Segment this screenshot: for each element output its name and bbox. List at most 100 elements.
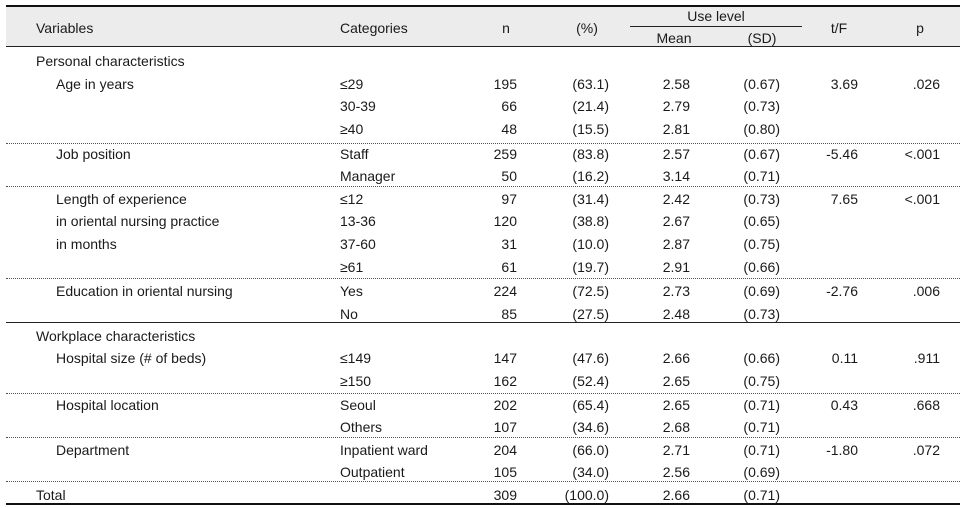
cell-mean: 2.65 (662, 373, 690, 389)
cell-sd: (0.69) (743, 283, 780, 299)
cell-sd: (0.71) (743, 442, 780, 458)
cell-category: ≥40 (340, 121, 364, 137)
cell-tf: 0.11 (831, 350, 858, 366)
header-variables: Variables (36, 20, 94, 36)
cell-mean: 2.81 (662, 121, 690, 137)
cell-category: ≥150 (340, 373, 372, 389)
cell-p: .668 (912, 397, 940, 413)
cell-p: .006 (912, 283, 940, 299)
cell-mean: 2.42 (662, 191, 690, 207)
cell-p: <.001 (904, 146, 940, 162)
cell-category: ≤149 (340, 350, 372, 366)
cell-n: 147 (493, 350, 517, 366)
cell-percent: (52.4) (572, 373, 609, 389)
cell-percent: (83.8) (572, 146, 609, 162)
row-separator (6, 278, 960, 279)
cell-sd: (0.66) (743, 350, 780, 366)
cell-n: 204 (493, 442, 517, 458)
cell-variable: Total (36, 487, 66, 503)
cell-percent: (100.0) (564, 487, 609, 503)
cell-category: ≤12 (340, 191, 364, 207)
cell-tf: 7.65 (830, 191, 858, 207)
cell-mean: 2.87 (662, 236, 690, 252)
cell-category: No (340, 306, 358, 322)
cell-category: Manager (340, 168, 396, 184)
cell-sd: (0.67) (743, 146, 780, 162)
cell-mean: 2.91 (662, 259, 690, 275)
cell-n: 61 (501, 259, 517, 275)
cell-variable: Length of experience (56, 191, 187, 207)
cell-sd: (0.71) (743, 487, 780, 503)
cell-variable: in oriental nursing practice (56, 213, 220, 229)
cell-n: 107 (493, 419, 517, 435)
cell-n: 97 (501, 191, 517, 207)
group-personal: Personal characteristics (36, 53, 185, 69)
cell-n: 309 (493, 487, 517, 503)
header-tf: t/F (830, 20, 848, 36)
cell-sd: (0.73) (743, 306, 780, 322)
row-separator (6, 143, 960, 144)
cell-n: 85 (501, 306, 517, 322)
cell-percent: (47.6) (572, 350, 609, 366)
cell-category: Others (340, 419, 383, 435)
cell-tf: 0.43 (830, 397, 858, 413)
cell-sd: (0.67) (743, 76, 780, 92)
cell-mean: 2.66 (662, 487, 690, 503)
section-rule (6, 322, 960, 323)
cell-n: 195 (493, 76, 517, 92)
cell-category: ≤29 (340, 76, 364, 92)
cell-percent: (72.5) (572, 283, 609, 299)
cell-category: 13-36 (340, 213, 376, 229)
cell-variable: in months (56, 236, 117, 252)
group-workplace: Workplace characteristics (36, 328, 196, 344)
cell-mean: 2.71 (662, 442, 690, 458)
cell-n: 202 (493, 397, 517, 413)
cell-category: Outpatient (340, 464, 405, 480)
cell-variable: Education in oriental nursing (56, 283, 233, 299)
header-n: n (502, 20, 510, 36)
cell-percent: (31.4) (572, 191, 609, 207)
header-categories: Categories (340, 20, 408, 36)
cell-category: Yes (340, 283, 363, 299)
use-level-rule (630, 26, 802, 27)
cell-n: 50 (501, 168, 517, 184)
cell-mean: 2.79 (662, 98, 690, 114)
cell-category: Inpatient ward (340, 442, 428, 458)
header-sd: (SD) (747, 30, 777, 46)
cell-tf: -5.46 (826, 146, 858, 162)
cell-n: 66 (501, 98, 517, 114)
cell-mean: 3.14 (662, 168, 690, 184)
cell-mean: 2.66 (662, 350, 690, 366)
cell-variable: Hospital size (# of beds) (56, 350, 207, 366)
cell-sd: (0.73) (743, 191, 780, 207)
cell-percent: (21.4) (572, 98, 609, 114)
cell-sd: (0.71) (743, 168, 780, 184)
cell-n: 120 (493, 213, 517, 229)
cell-mean: 2.67 (662, 213, 690, 229)
cell-sd: (0.73) (743, 98, 780, 114)
top-rule (6, 5, 960, 7)
cell-percent: (66.0) (572, 442, 609, 458)
cell-p: .072 (912, 442, 940, 458)
cell-category: 30-39 (340, 98, 376, 114)
cell-n: 162 (493, 373, 517, 389)
cell-category: Seoul (340, 397, 376, 413)
cell-percent: (19.7) (572, 259, 609, 275)
cell-percent: (34.0) (572, 464, 609, 480)
header-mean: Mean (656, 30, 692, 46)
cell-category: Staff (340, 146, 369, 162)
cell-n: 105 (493, 464, 517, 480)
cell-category: 37-60 (340, 236, 376, 252)
cell-p: .026 (912, 76, 940, 92)
cell-sd: (0.80) (743, 121, 780, 137)
cell-tf: 3.69 (830, 76, 858, 92)
cell-sd: (0.66) (743, 259, 780, 275)
cell-percent: (16.2) (572, 168, 609, 184)
cell-mean: 2.73 (662, 283, 690, 299)
cell-category: ≥61 (340, 259, 364, 275)
cell-tf: -2.76 (826, 283, 858, 299)
cell-sd: (0.71) (743, 419, 780, 435)
cell-mean: 2.68 (662, 419, 690, 435)
cell-n: 48 (501, 121, 517, 137)
